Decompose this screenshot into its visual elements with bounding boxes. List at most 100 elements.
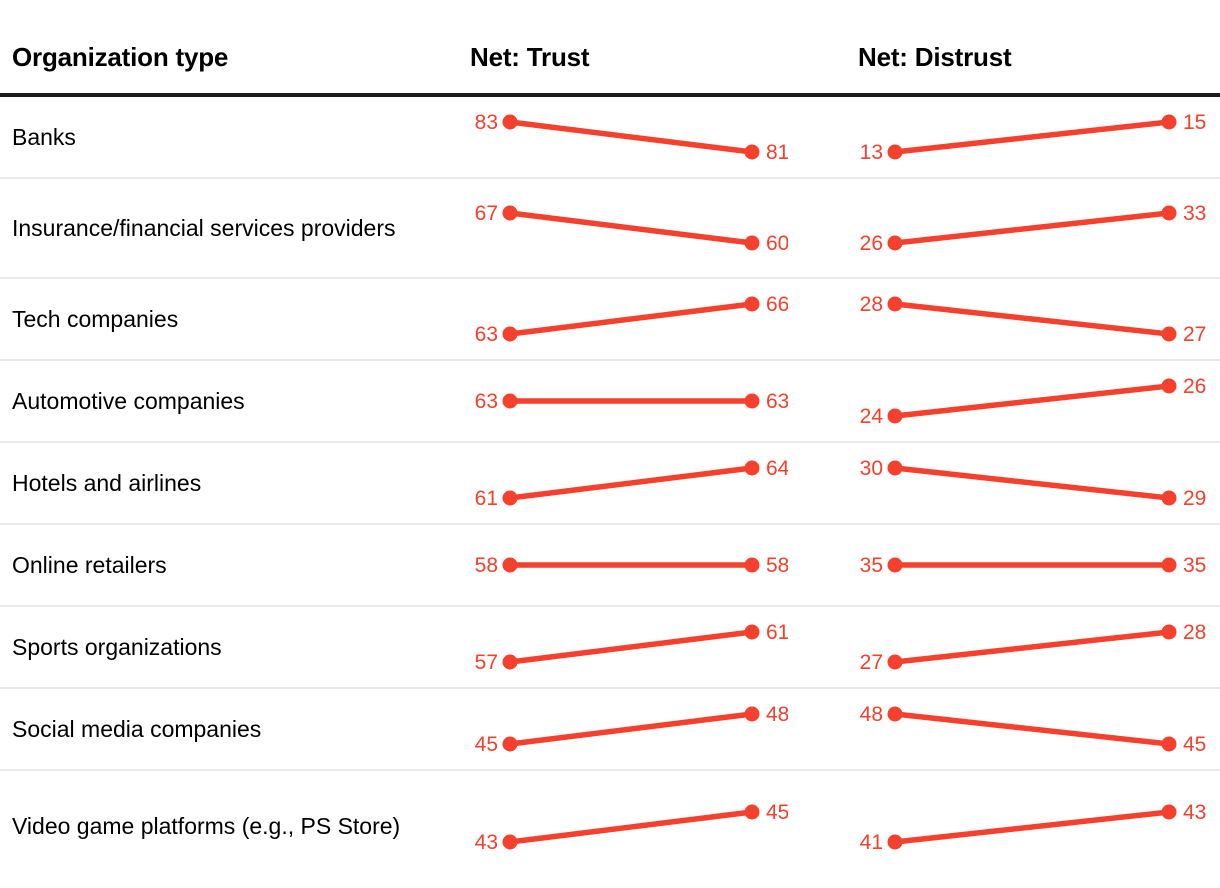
distrust-slope-chart: 24 26 (860, 375, 1207, 428)
slope-line (509, 808, 753, 845)
distrust-end-value: 27 (1183, 323, 1206, 346)
organization-type-label: Banks (12, 123, 76, 150)
net-distrust-cell: 35 35 (788, 530, 1220, 600)
slope-dot-start (887, 144, 903, 160)
slope-line (894, 301, 1170, 337)
slope-dot-start (502, 557, 518, 573)
distrust-end-value: 43 (1183, 801, 1206, 824)
column-header-net-trust: Net: Trust (470, 42, 590, 72)
distrust-start-value: 26 (860, 232, 883, 255)
slope-dot-start (502, 205, 518, 221)
slope-dot-start (502, 736, 518, 752)
slope-dot-end (744, 144, 760, 160)
distrust-end-value: 29 (1183, 487, 1206, 510)
slope-line (894, 808, 1170, 845)
slope-line (509, 711, 753, 747)
distrust-end-value: 33 (1183, 202, 1206, 225)
slope-line (894, 383, 1170, 419)
slope-dot-start (887, 296, 903, 312)
distrust-end-value: 26 (1183, 375, 1206, 398)
distrust-slope-chart: 48 45 (860, 703, 1207, 756)
slope-dot-start (502, 654, 518, 670)
trust-end-value: 64 (766, 457, 788, 480)
trust-slope-chart: 63 63 (475, 390, 788, 413)
table-row: Sports organizations 57 61 27 28 (0, 607, 1220, 689)
trust-slope-chart: 58 58 (475, 554, 788, 577)
slope-dot-start (887, 706, 903, 722)
slope-dot-end (1161, 114, 1177, 130)
trust-slope-chart: 43 45 (475, 801, 788, 854)
slope-dot-end (744, 460, 760, 476)
slope-dot-end (1161, 326, 1177, 342)
table-row: Tech companies 63 66 28 27 (0, 279, 1220, 361)
trust-start-value: 58 (475, 554, 498, 577)
slope-line (894, 119, 1170, 155)
organization-type-label: Online retailers (12, 551, 167, 578)
slope-dot-end (1161, 736, 1177, 752)
table-body: Banks 83 81 13 15 Insurance/financial se… (0, 97, 1220, 882)
net-distrust-cell: 24 26 (788, 366, 1220, 436)
net-distrust-cell: 28 27 (788, 284, 1220, 354)
trust-end-value: 61 (766, 621, 788, 644)
slope-dot-end (744, 624, 760, 640)
distrust-end-value: 15 (1183, 111, 1206, 134)
distrust-end-value: 28 (1183, 621, 1206, 644)
table-header: Organization type Net: Trust Net: Distru… (0, 0, 1220, 97)
distrust-start-value: 13 (860, 141, 883, 164)
trust-slope-chart: 45 48 (475, 703, 788, 756)
net-trust-cell: 45 48 (470, 694, 788, 764)
net-distrust-cell: 48 45 (788, 694, 1220, 764)
distrust-end-value: 35 (1183, 554, 1206, 577)
net-trust-cell: 63 63 (470, 366, 788, 436)
slope-dot-end (1161, 490, 1177, 506)
table-row: Banks 83 81 13 15 (0, 97, 1220, 179)
net-distrust-cell: 30 29 (788, 448, 1220, 518)
trust-end-value: 60 (766, 232, 788, 255)
slope-dot-end (744, 296, 760, 312)
trust-end-value: 66 (766, 293, 788, 316)
distrust-start-value: 27 (860, 651, 883, 674)
trust-end-value: 81 (766, 141, 788, 164)
slope-line (894, 629, 1170, 665)
distrust-start-value: 41 (860, 831, 883, 854)
slope-dot-start (502, 114, 518, 130)
table-row: Online retailers 58 58 35 35 (0, 525, 1220, 607)
slope-line (894, 711, 1170, 747)
distrust-slope-chart: 41 43 (860, 801, 1207, 854)
slope-dot-start (887, 408, 903, 424)
distrust-start-value: 30 (860, 457, 883, 480)
distrust-slope-chart: 13 15 (860, 111, 1207, 164)
trust-start-value: 61 (475, 487, 498, 510)
organization-type-label: Hotels and airlines (12, 469, 202, 496)
table-row: Video game platforms (e.g., PS Store) 43… (0, 771, 1220, 882)
organization-type-label: Sports organizations (12, 633, 222, 660)
slope-line (894, 210, 1170, 246)
net-distrust-cell: 27 28 (788, 612, 1220, 682)
slope-line (509, 465, 753, 501)
table-row: Insurance/financial services providers 6… (0, 179, 1220, 279)
slope-dot-end (1161, 557, 1177, 573)
column-header-net-distrust: Net: Distrust (858, 42, 1012, 72)
slope-dot-start (502, 490, 518, 506)
trust-start-value: 43 (475, 831, 498, 854)
slope-dot-end (1161, 205, 1177, 221)
distrust-slope-chart: 35 35 (860, 554, 1207, 577)
net-distrust-cell: 13 15 (788, 102, 1220, 172)
distrust-slope-chart: 26 33 (860, 202, 1207, 255)
slope-line (509, 629, 753, 665)
slope-dot-start (887, 654, 903, 670)
trust-end-value: 63 (766, 390, 788, 413)
slope-dot-end (1161, 378, 1177, 394)
slope-dot-end (744, 706, 760, 722)
slope-dot-end (1161, 804, 1177, 819)
slope-dot-start (887, 834, 903, 849)
distrust-start-value: 28 (860, 293, 883, 316)
net-trust-cell: 83 81 (470, 102, 788, 172)
slope-line (509, 301, 753, 337)
organization-type-label: Tech companies (12, 305, 179, 332)
organization-type-label: Social media companies (12, 715, 262, 742)
trust-slope-chart: 67 60 (475, 202, 788, 255)
organization-type-label: Automotive companies (12, 387, 245, 414)
slope-dot-start (887, 235, 903, 251)
